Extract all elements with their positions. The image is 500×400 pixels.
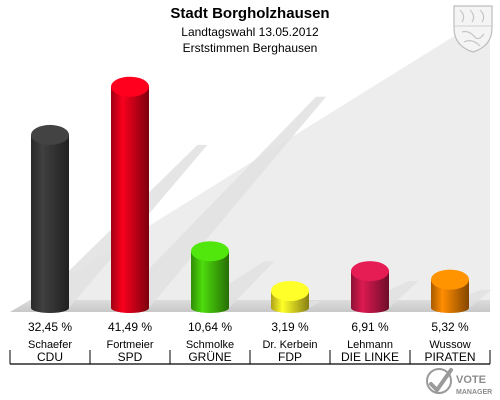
bar	[191, 241, 229, 313]
bar-shadow	[111, 96, 327, 308]
chart-title: Stadt Borgholzhausen	[170, 5, 330, 22]
x-axis	[9, 350, 491, 365]
party-label: SPD	[118, 350, 143, 364]
data-label: 10,64 %	[188, 320, 232, 334]
data-label: 5,32 %	[431, 320, 469, 334]
bar	[31, 124, 69, 313]
party-label: FDP	[278, 350, 302, 364]
data-label: 41,49 %	[108, 320, 152, 334]
vote-manager-logo: VOTE MANAGER	[426, 368, 492, 396]
bars	[31, 76, 469, 313]
candidate-label: Lehmann	[347, 339, 393, 351]
candidate-label: Fortmeier	[106, 339, 153, 351]
bar	[111, 76, 149, 313]
chart-subtitle: Landtagswahl 13.05.2012	[181, 25, 319, 39]
coat-of-arms-icon	[453, 5, 493, 53]
party-label: PIRATEN	[424, 350, 475, 364]
logo-text-vote: VOTE	[456, 374, 486, 386]
bar	[271, 280, 309, 313]
data-label: 32,45 %	[28, 320, 72, 334]
candidate-label: Wussow	[429, 339, 470, 351]
data-label: 3,19 %	[271, 320, 309, 334]
candidate-label: Schaefer	[28, 339, 72, 351]
data-label: 6,91 %	[351, 320, 389, 334]
logo-text-manager: MANAGER	[456, 389, 492, 396]
party-label: DIE LINKE	[341, 350, 399, 364]
chart-subtitle-2: Erststimmen Berghausen	[182, 41, 318, 55]
bar	[431, 269, 469, 313]
bar	[351, 261, 389, 313]
candidate-label: Schmolke	[186, 339, 234, 351]
party-label: GRÜNE	[188, 350, 231, 364]
candidate-label: Dr. Kerbein	[262, 339, 317, 351]
party-label: CDU	[37, 350, 63, 364]
chart-floor	[10, 300, 490, 312]
